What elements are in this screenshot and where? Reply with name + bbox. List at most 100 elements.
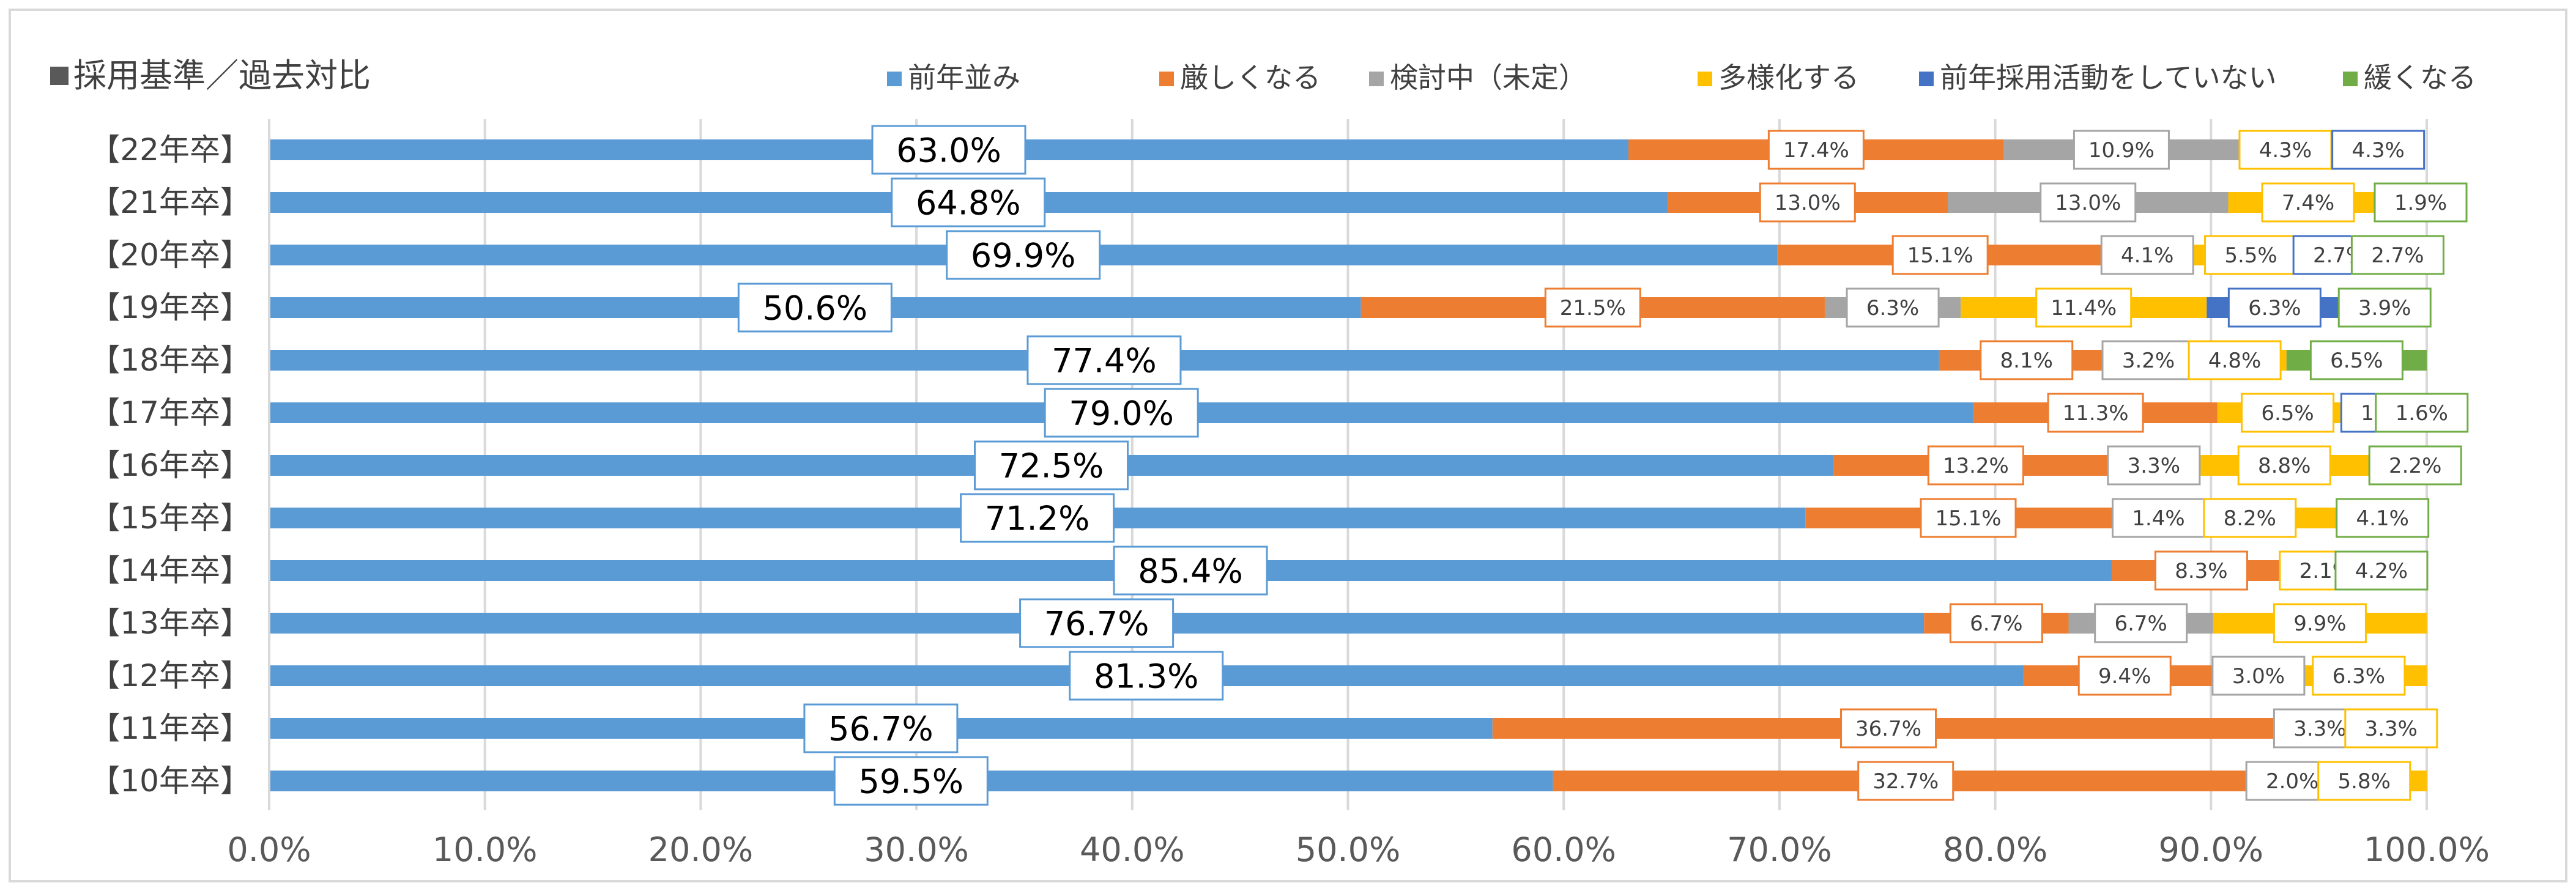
legend-swatch <box>887 72 902 86</box>
data-label: 59.5% <box>859 762 964 800</box>
data-label: 6.7% <box>1970 612 2022 636</box>
data-label: 81.3% <box>1094 657 1199 695</box>
data-label: 2.0% <box>2266 769 2318 794</box>
chart-frame <box>9 9 2567 882</box>
data-label-box <box>891 177 1046 227</box>
data-label: 3.3% <box>2293 717 2346 741</box>
data-label: 2.2% <box>2389 454 2441 478</box>
category-label: 【12年卒】 <box>89 658 251 693</box>
data-label: 15.1% <box>1936 506 2002 531</box>
x-tick-label: 10.0% <box>432 830 538 869</box>
data-label: 6.3% <box>2248 296 2301 320</box>
legend-label: 検討中（未定） <box>1390 61 1587 94</box>
data-label: 56.7% <box>828 709 934 748</box>
x-tick-label: 0.0% <box>227 830 311 869</box>
data-label-box <box>2368 445 2462 486</box>
data-label-box <box>1840 708 1937 749</box>
data-label: 2.7% <box>2371 243 2424 268</box>
data-label: 50.6% <box>763 289 868 327</box>
data-label: 76.7% <box>1044 604 1149 643</box>
data-label: 79.0% <box>1069 394 1174 432</box>
category-label: 【21年卒】 <box>89 185 251 220</box>
legend-label: 多様化する <box>1718 61 1859 94</box>
category-label: 【19年卒】 <box>89 290 251 325</box>
data-label-box <box>2047 393 2144 433</box>
data-labels: 63.0% 17.4% 10.9% 4.3% 4.3% 64.8% 13.0% 13.0% 7.… <box>737 125 2469 806</box>
data-label-box <box>2312 656 2406 696</box>
data-label-box <box>1920 498 2017 538</box>
data-label: 71.2% <box>985 499 1090 538</box>
data-label: 6.7% <box>2114 612 2167 636</box>
data-label: 69.9% <box>971 236 1076 275</box>
data-label: 4.3% <box>2351 138 2404 163</box>
data-label: 4.2% <box>2355 559 2408 583</box>
legend-swatch <box>1369 72 1384 86</box>
category-label: 【11年卒】 <box>89 711 251 746</box>
data-label: 17.4% <box>1783 138 1849 163</box>
data-label: 85.4% <box>1138 552 1243 590</box>
data-label: 9.9% <box>2293 612 2346 636</box>
data-label: 64.8% <box>916 183 1021 222</box>
data-label: 3.0% <box>2232 664 2285 689</box>
category-label: 【13年卒】 <box>89 605 251 641</box>
x-tick-label: 80.0% <box>1943 830 2048 869</box>
data-label: 11.3% <box>2063 401 2129 426</box>
x-tick-label: 30.0% <box>864 830 969 869</box>
data-label-box <box>2073 130 2170 170</box>
data-label: 7.4% <box>2282 191 2334 215</box>
data-label: 32.7% <box>1873 769 1939 794</box>
data-label: 5.8% <box>2338 769 2391 794</box>
data-label-box <box>1891 235 1989 275</box>
data-label: 6.5% <box>2261 401 2314 426</box>
legend-swatch <box>1698 72 1712 86</box>
legend-label: 前年採用活動をしていない <box>1940 61 2277 94</box>
data-label-box <box>2238 130 2333 170</box>
data-label-box <box>2100 235 2194 275</box>
data-label-box <box>2188 340 2282 380</box>
data-label-box <box>2334 550 2429 591</box>
data-label-box <box>2261 182 2355 223</box>
data-label-box <box>803 703 959 753</box>
data-label: 36.7% <box>1855 717 1921 741</box>
data-label-box <box>833 756 989 806</box>
data-label: 3.2% <box>2122 349 2175 373</box>
data-label-box <box>960 493 1115 543</box>
data-label-box <box>2040 182 2137 223</box>
chart-title-group: 採用基準／過去対比 <box>50 56 371 95</box>
data-label-box <box>2336 498 2430 538</box>
x-tick-label: 60.0% <box>1511 830 1616 869</box>
chart-title: 採用基準／過去対比 <box>73 56 371 95</box>
category-label: 【15年卒】 <box>89 500 251 536</box>
data-label: 15.1% <box>1907 243 1973 268</box>
category-label: 【16年卒】 <box>89 448 251 483</box>
data-label-box <box>1949 603 2043 643</box>
data-label-box <box>946 230 1101 280</box>
data-label-box <box>1767 130 1865 170</box>
data-label-box <box>2273 603 2367 643</box>
x-tick-label: 50.0% <box>1296 830 1401 869</box>
data-label: 3.3% <box>2365 717 2418 741</box>
data-label-box <box>2211 656 2306 696</box>
data-label: 21.5% <box>1560 296 1626 320</box>
data-label: 4.3% <box>2259 138 2312 163</box>
data-label-box <box>1544 287 1641 328</box>
data-label-box <box>737 283 893 333</box>
x-tick-label: 90.0% <box>2159 830 2264 869</box>
data-label: 3.9% <box>2358 296 2411 320</box>
data-label: 63.0% <box>896 131 1001 169</box>
data-label: 72.5% <box>999 446 1104 485</box>
data-label: 1.9% <box>2394 191 2447 215</box>
data-label-box <box>2337 287 2432 328</box>
data-label-box <box>2227 287 2322 328</box>
data-label: 13.0% <box>1775 191 1841 215</box>
data-label: 4.1% <box>2121 243 2173 268</box>
data-label: 77.4% <box>1052 341 1157 380</box>
data-label-box <box>2154 550 2248 591</box>
legend-swatch <box>2343 72 2358 86</box>
data-label-box <box>1857 761 1954 801</box>
x-tick-label: 100.0% <box>2364 830 2490 869</box>
category-label: 【17年卒】 <box>89 395 251 431</box>
data-label-box <box>1113 545 1268 596</box>
data-label: 8.1% <box>2000 349 2053 373</box>
